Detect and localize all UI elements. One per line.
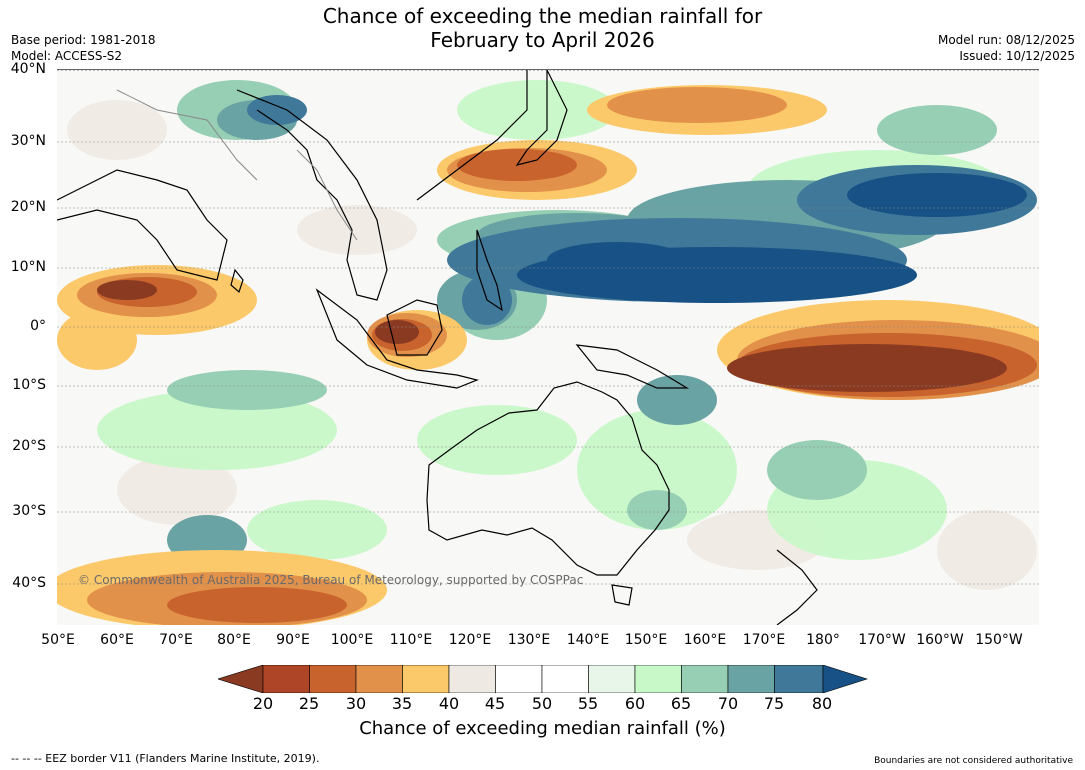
colorbar-cell bbox=[727, 665, 775, 693]
lon-label: 90°E bbox=[276, 632, 310, 648]
boundaries-disclaimer: Boundaries are not considered authoritat… bbox=[874, 756, 1073, 766]
lon-label: 140°E bbox=[566, 632, 610, 648]
colorbar-tick: 20 bbox=[252, 694, 274, 713]
colorbar-tick: 80 bbox=[811, 694, 833, 713]
lon-label: 170°E bbox=[742, 632, 786, 648]
colorbar-cell bbox=[309, 665, 357, 693]
colorbar-cell bbox=[774, 665, 824, 693]
lat-label: 30°N bbox=[10, 133, 46, 149]
colorbar-cell bbox=[822, 665, 868, 693]
colorbar-tick: 55 bbox=[577, 694, 599, 713]
lon-label: 160°W bbox=[916, 632, 964, 648]
lon-label: 130°E bbox=[507, 632, 551, 648]
lon-label: 70°E bbox=[159, 632, 193, 648]
run-info: Model run: 08/12/2025 Issued: 10/12/2025 bbox=[938, 32, 1075, 64]
lon-label: 120°E bbox=[448, 632, 492, 648]
lat-label: 10°N bbox=[10, 259, 46, 275]
colorbar-cell bbox=[402, 665, 450, 693]
colorbar-cell bbox=[262, 665, 310, 693]
colorbar-tick: 70 bbox=[717, 694, 739, 713]
lon-label: 80°E bbox=[217, 632, 251, 648]
lat-label: 40°N bbox=[10, 61, 46, 77]
lon-label: 100°E bbox=[330, 632, 374, 648]
colorbar-tick: 40 bbox=[438, 694, 460, 713]
colorbar-cell bbox=[681, 665, 729, 693]
lon-label: 170°W bbox=[858, 632, 906, 648]
lon-label: 110°E bbox=[389, 632, 433, 648]
model-name: Model: ACCESS-S2 bbox=[11, 49, 123, 63]
lat-label: 10°S bbox=[12, 377, 46, 393]
lat-label: 40°S bbox=[12, 575, 46, 591]
lon-label: 60°E bbox=[100, 632, 134, 648]
lon-label: 150°W bbox=[975, 632, 1023, 648]
lat-label: 20°N bbox=[10, 199, 46, 215]
model-info: Base period: 1981-2018 Model: ACCESS-S2 bbox=[11, 32, 156, 64]
colorbar-cell bbox=[634, 665, 682, 693]
lat-label: 0° bbox=[30, 318, 46, 334]
colorbar-tick: 30 bbox=[345, 694, 367, 713]
lon-label: 160°E bbox=[683, 632, 727, 648]
lat-label: 30°S bbox=[12, 503, 46, 519]
rainfall-map bbox=[57, 69, 1039, 625]
eez-footnote: -- -- -- EEZ border V11 (Flanders Marine… bbox=[11, 752, 320, 765]
title-line-2: February to April 2026 bbox=[430, 28, 655, 52]
colorbar-tick: 65 bbox=[670, 694, 692, 713]
colorbar-tick: 35 bbox=[391, 694, 413, 713]
map-canvas bbox=[57, 70, 1039, 625]
colorbar bbox=[218, 665, 868, 693]
copyright-notice: © Commonwealth of Australia 2025, Bureau… bbox=[78, 573, 584, 587]
lon-label: 150°E bbox=[624, 632, 668, 648]
colorbar-tick: 25 bbox=[298, 694, 320, 713]
colorbar-cell bbox=[448, 665, 496, 693]
map-title: Chance of exceeding the median rainfall … bbox=[0, 4, 1085, 52]
title-line-1: Chance of exceeding the median rainfall … bbox=[322, 4, 763, 28]
colorbar-tick: 75 bbox=[763, 694, 785, 713]
colorbar-tick: 45 bbox=[484, 694, 506, 713]
lon-label: 50°E bbox=[41, 632, 75, 648]
base-period: Base period: 1981-2018 bbox=[11, 33, 156, 47]
colorbar-cell bbox=[588, 665, 636, 693]
issued-date: Issued: 10/12/2025 bbox=[959, 49, 1075, 63]
model-run: Model run: 08/12/2025 bbox=[937, 33, 1075, 47]
colorbar-tick: 50 bbox=[531, 694, 553, 713]
lat-label: 20°S bbox=[12, 438, 46, 454]
colorbar-cell bbox=[355, 665, 403, 693]
colorbar-cell bbox=[495, 665, 543, 693]
colorbar-title: Chance of exceeding median rainfall (%) bbox=[359, 718, 726, 739]
lon-label: 180° bbox=[806, 632, 840, 648]
colorbar-tick: 60 bbox=[624, 694, 646, 713]
colorbar-cell bbox=[541, 665, 589, 693]
colorbar-cell bbox=[218, 665, 264, 693]
